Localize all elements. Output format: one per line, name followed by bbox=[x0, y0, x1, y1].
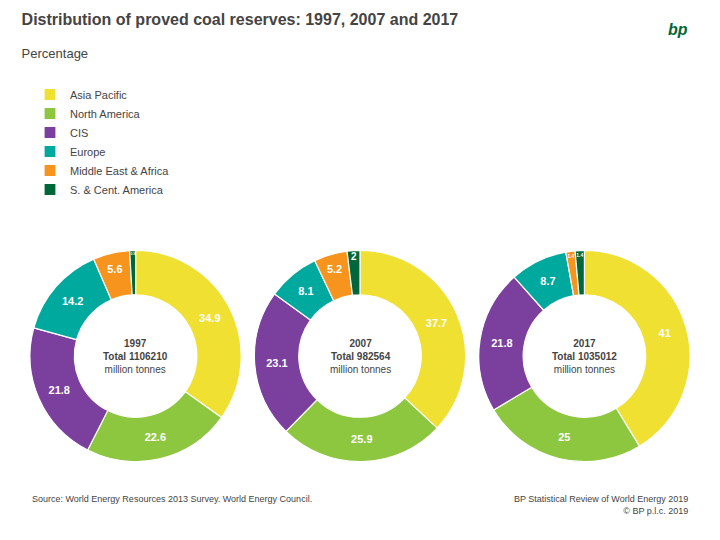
svg-text:25.9: 25.9 bbox=[351, 433, 372, 445]
svg-text:14.2: 14.2 bbox=[62, 295, 83, 307]
svg-text:CIS: CIS bbox=[70, 127, 88, 139]
svg-text:2007Total 982564million tonnes: 2007Total 982564million tonnes bbox=[330, 338, 391, 375]
svg-text:1997Total 1106210million tonne: 1997Total 1106210million tonnes bbox=[103, 338, 168, 375]
svg-text:North America: North America bbox=[70, 108, 141, 120]
svg-text:34.9: 34.9 bbox=[199, 312, 220, 324]
svg-text:Source: World Energy Resources: Source: World Energy Resources 2013 Surv… bbox=[32, 494, 312, 504]
svg-text:Distribution of proved coal re: Distribution of proved coal reserves: 19… bbox=[22, 11, 459, 28]
svg-text:21.8: 21.8 bbox=[49, 384, 70, 396]
svg-text:25: 25 bbox=[558, 431, 570, 443]
svg-text:21.8: 21.8 bbox=[491, 337, 512, 349]
svg-text:41: 41 bbox=[659, 327, 671, 339]
svg-text:BP Statistical Review of World: BP Statistical Review of World Energy 20… bbox=[514, 494, 688, 516]
svg-text:1.4: 1.4 bbox=[567, 254, 574, 259]
svg-text:Middle East & Africa: Middle East & Africa bbox=[70, 165, 169, 177]
svg-text:1.4: 1.4 bbox=[576, 253, 583, 258]
svg-text:23.1: 23.1 bbox=[266, 357, 287, 369]
svg-text:8.1: 8.1 bbox=[298, 285, 313, 297]
svg-text:5.2: 5.2 bbox=[327, 263, 342, 275]
svg-text:S. & Cent. America: S. & Cent. America bbox=[70, 184, 164, 196]
svg-text:8.7: 8.7 bbox=[540, 275, 555, 287]
svg-text:2: 2 bbox=[351, 251, 357, 262]
svg-text:5.6: 5.6 bbox=[107, 263, 122, 275]
svg-text:37.7: 37.7 bbox=[426, 317, 447, 329]
svg-text:0.9: 0.9 bbox=[130, 252, 135, 256]
svg-text:Asia Pacific: Asia Pacific bbox=[70, 89, 127, 101]
svg-text:2017Total 1035012million tonne: 2017Total 1035012million tonnes bbox=[552, 338, 617, 375]
svg-text:Percentage: Percentage bbox=[22, 46, 89, 61]
svg-text:bp: bp bbox=[668, 21, 688, 38]
svg-text:22.6: 22.6 bbox=[145, 431, 166, 443]
svg-text:Europe: Europe bbox=[70, 146, 105, 158]
